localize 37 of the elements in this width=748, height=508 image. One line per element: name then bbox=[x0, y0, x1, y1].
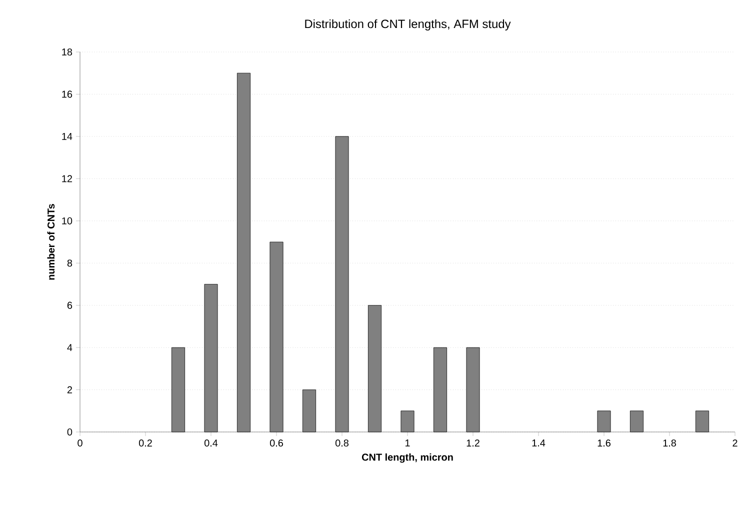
y-tick-label: 4 bbox=[67, 344, 72, 351]
x-tick-label: 0.6 bbox=[270, 440, 283, 447]
bar bbox=[368, 305, 382, 432]
x-tick-label: 1.6 bbox=[598, 440, 610, 447]
bar bbox=[400, 410, 414, 432]
bar bbox=[434, 347, 448, 432]
bar bbox=[466, 347, 480, 432]
bar bbox=[237, 72, 251, 432]
bar bbox=[172, 347, 186, 432]
y-tick-label: 10 bbox=[62, 217, 72, 224]
x-tick-label: 0 bbox=[78, 440, 82, 447]
bar bbox=[597, 410, 611, 432]
x-tick-label: 1 bbox=[406, 440, 410, 446]
bar bbox=[302, 390, 316, 432]
y-tick-label: 2 bbox=[67, 386, 72, 394]
y-tick-label: 14 bbox=[62, 133, 72, 140]
y-axis-title: number of CNTs bbox=[47, 204, 55, 280]
y-tick-label: 6 bbox=[67, 302, 72, 309]
y-tick-label: 18 bbox=[62, 48, 72, 56]
y-tick-label: 16 bbox=[62, 90, 72, 98]
x-tick-label: 0.2 bbox=[138, 440, 152, 447]
x-tick-label: 0.8 bbox=[335, 440, 348, 447]
y-tick-label: 8 bbox=[67, 260, 72, 267]
bar bbox=[696, 410, 710, 432]
bar bbox=[204, 284, 218, 432]
x-tick-label: 1.8 bbox=[663, 440, 676, 447]
chart-title: Distribution of CNT lengths, AFM study bbox=[305, 19, 511, 30]
y-tick-label: 12 bbox=[62, 175, 72, 182]
x-tick-label: 1.2 bbox=[466, 440, 480, 446]
bar bbox=[335, 136, 349, 432]
x-tick-label: 2 bbox=[732, 440, 738, 446]
bar bbox=[630, 410, 644, 432]
y-tick-label: 0 bbox=[67, 428, 72, 436]
bar bbox=[270, 242, 284, 432]
x-axis-title: CNT length, micron bbox=[362, 453, 453, 463]
x-tick-label: 0.4 bbox=[204, 440, 218, 447]
x-tick-label: 1.4 bbox=[532, 440, 546, 446]
